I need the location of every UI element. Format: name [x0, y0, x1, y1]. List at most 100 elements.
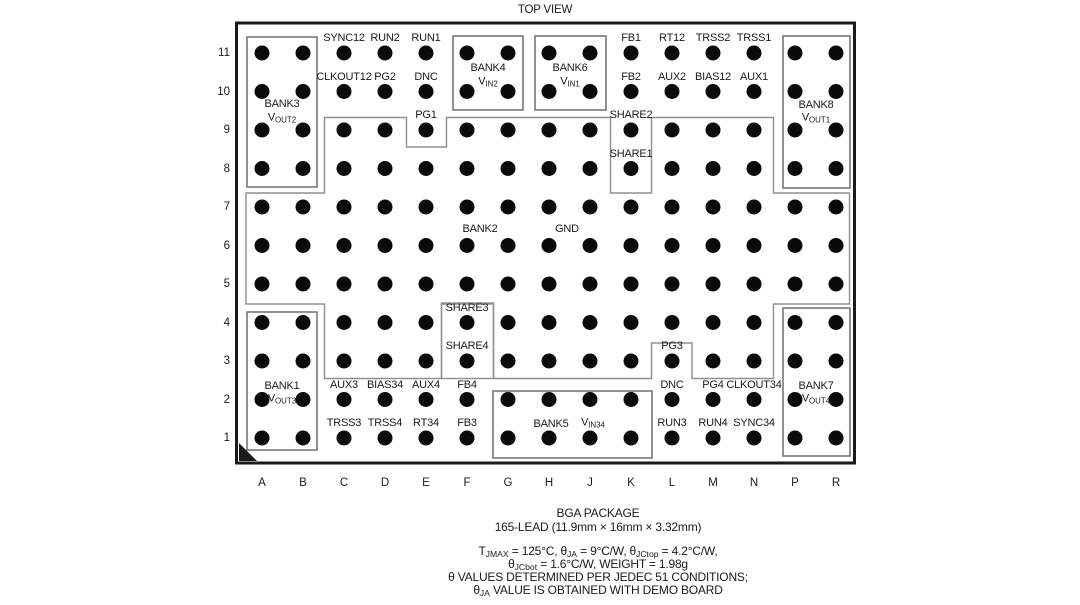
ball-P4 — [787, 315, 803, 330]
ball-M4 — [705, 315, 721, 330]
ball-K10 — [623, 84, 639, 99]
pin-label-share2: SHARE2 — [609, 109, 653, 121]
ball-M8 — [705, 161, 721, 176]
row-number-11: 11 — [218, 47, 230, 59]
ball-N1 — [746, 430, 762, 446]
bank3-label: BANK3 — [264, 98, 300, 110]
ball-K1 — [623, 430, 639, 446]
ball-C5 — [336, 276, 352, 292]
pin-label-fb1: FB1 — [621, 32, 641, 44]
ball-K7 — [623, 199, 639, 215]
ball-D4 — [377, 315, 393, 330]
thermal-note-line4: θJA VALUE IS OBTAINED WITH DEMO BOARD — [473, 583, 723, 599]
ball-G10 — [500, 84, 516, 99]
ball-L2 — [664, 392, 680, 407]
ball-G11 — [500, 45, 516, 61]
ball-P2 — [787, 392, 803, 407]
ball-F7 — [459, 199, 475, 215]
ball-E8 — [418, 161, 434, 176]
ball-G3 — [500, 353, 516, 369]
pin-label-fb3: FB3 — [457, 417, 477, 429]
ball-M7 — [705, 199, 721, 215]
ball-H10 — [541, 84, 557, 99]
pin-label-share3: SHARE3 — [445, 301, 489, 314]
ball-C4 — [336, 315, 352, 330]
bank5-rail-label: VIN34 — [581, 416, 605, 430]
ball-D10 — [377, 84, 393, 99]
row-number-9: 9 — [223, 124, 230, 136]
ball-F10 — [459, 84, 475, 99]
column-letter-K: K — [627, 477, 635, 489]
ball-B7 — [295, 199, 311, 215]
ball-N7 — [746, 199, 762, 215]
ball-A6 — [254, 238, 270, 253]
column-letter-G: G — [503, 477, 513, 489]
thermal-note-line3: θ VALUES DETERMINED PER JEDEC 51 CONDITI… — [448, 570, 748, 584]
bank6-box — [534, 35, 607, 111]
row-number-8: 8 — [223, 162, 230, 175]
ball-F8 — [459, 161, 475, 176]
bank1-box — [246, 311, 318, 451]
ball-M2 — [705, 392, 721, 407]
ball-D7 — [377, 199, 393, 215]
ball-P5 — [787, 276, 803, 292]
ball-R9 — [828, 122, 844, 138]
ball-L11 — [664, 45, 680, 61]
column-letter-M: M — [708, 477, 718, 489]
thermal-note-line2: θJCbot = 1.6°C/W, WEIGHT = 1.98g — [508, 557, 688, 573]
bank4-box — [452, 35, 524, 111]
ball-E1 — [418, 430, 434, 446]
row-number-2: 2 — [223, 393, 230, 406]
ball-A2 — [254, 392, 270, 407]
ball-P6 — [787, 238, 803, 253]
column-letter-A: A — [258, 477, 266, 489]
ball-M6 — [705, 238, 721, 253]
column-letter-N: N — [749, 477, 759, 489]
pin-label-aux4: AUX4 — [412, 378, 440, 391]
ball-J10 — [582, 84, 598, 99]
ball-C10 — [336, 84, 352, 99]
ball-F2 — [459, 392, 475, 407]
ball-D8 — [377, 161, 393, 176]
pin-label-aux1: AUX1 — [740, 70, 768, 83]
ball-N10 — [746, 84, 762, 99]
ball-P10 — [787, 84, 803, 99]
row-number-10: 10 — [217, 85, 230, 98]
pin-label-fb2: FB2 — [621, 70, 641, 83]
ball-D3 — [377, 353, 393, 369]
column-letter-F: F — [463, 477, 471, 489]
ball-A9 — [254, 122, 270, 138]
ball-G6 — [500, 238, 516, 253]
ball-F3 — [459, 353, 475, 369]
ball-E11 — [418, 45, 434, 61]
ball-E10 — [418, 84, 434, 99]
ball-F11 — [459, 45, 475, 61]
pin-label-rt34: RT34 — [413, 417, 439, 429]
gnd-bank2-region-outline — [245, 116, 851, 380]
package-diagram — [235, 21, 856, 465]
bank3-box — [246, 36, 318, 188]
ball-G1 — [500, 430, 516, 446]
ball-L6 — [664, 238, 680, 253]
ball-B8 — [295, 161, 311, 176]
ball-L5 — [664, 276, 680, 292]
ball-N5 — [746, 276, 762, 292]
ball-C6 — [336, 238, 352, 253]
row-number-7: 7 — [223, 201, 230, 213]
pin-label-trss1: TRSS1 — [736, 32, 772, 44]
ball-P1 — [787, 430, 803, 446]
pin-label-sync34: SYNC34 — [733, 417, 775, 429]
ball-K11 — [623, 45, 639, 61]
ball-R6 — [828, 238, 844, 253]
pin-label-run3: RUN3 — [657, 417, 687, 429]
bank5-box — [492, 390, 653, 459]
ball-H6 — [541, 238, 557, 253]
ball-M11 — [705, 45, 721, 61]
ball-J8 — [582, 161, 598, 176]
bank8-box — [782, 35, 851, 189]
ball-H3 — [541, 353, 557, 369]
bank7-rail-label: VOUT4 — [801, 392, 831, 406]
region-label-gnd: GND — [555, 223, 579, 235]
column-letter-B: B — [299, 477, 307, 489]
ball-H2 — [541, 392, 557, 407]
